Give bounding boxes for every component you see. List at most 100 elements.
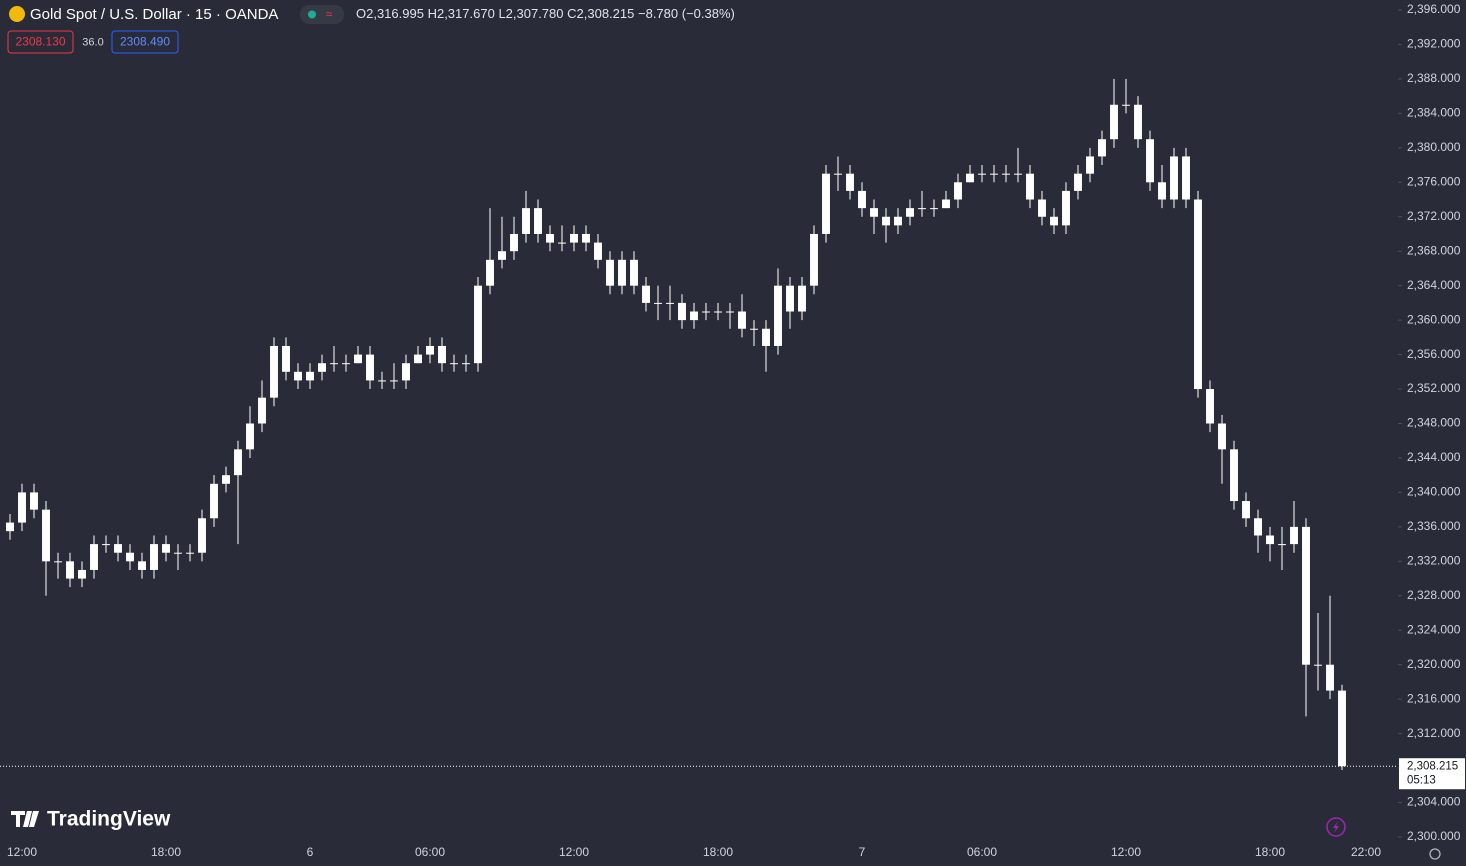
buy-price: 2308.490	[120, 35, 170, 49]
candle-body	[558, 242, 566, 244]
alert-bolt	[1333, 821, 1339, 833]
candle-body	[126, 552, 134, 562]
last-price-label: 2,308.215	[1407, 760, 1458, 772]
candle-body	[390, 380, 398, 382]
overlay: Gold Spot / U.S. Dollar · 15 · OANDA ≈ O…	[7, 5, 1465, 860]
candle-body	[1050, 216, 1058, 226]
candle-body	[414, 354, 422, 364]
candle-body	[198, 518, 206, 553]
y-tick-label: 2,396.000	[1407, 2, 1461, 16]
y-tick-label: 2,356.000	[1407, 347, 1461, 361]
candle-body	[6, 522, 14, 532]
y-tick-label: 2,320.000	[1407, 657, 1461, 671]
candle-body	[894, 216, 902, 226]
candle-body	[570, 233, 578, 243]
candle-body	[30, 492, 38, 510]
candle-body	[474, 285, 482, 364]
candle-body	[918, 208, 926, 210]
open-value: O2,316.995	[356, 6, 424, 21]
candle-body	[246, 423, 254, 450]
y-tick-label: 2,380.000	[1407, 140, 1461, 154]
x-tick-label: 18:00	[703, 845, 733, 859]
candle-body	[1254, 518, 1262, 536]
candle-body	[1314, 664, 1322, 666]
candle-body	[594, 242, 602, 260]
plot-area	[0, 78, 1398, 770]
candle-body	[858, 190, 866, 209]
candle-body	[1242, 501, 1250, 519]
candle-body	[798, 285, 806, 312]
candle-body	[294, 371, 302, 381]
x-tick-label: 22:00	[1351, 845, 1381, 859]
candle-body	[222, 475, 230, 484]
candle-body	[210, 483, 218, 519]
alert-icon[interactable]	[1326, 817, 1346, 837]
candle-body	[186, 552, 194, 554]
x-tick-label: 12:00	[1111, 845, 1141, 859]
candle-body	[666, 302, 674, 304]
candle-body	[1110, 104, 1118, 140]
candle-body	[1194, 199, 1202, 390]
candle-body	[18, 492, 26, 523]
candle-body	[1038, 199, 1046, 217]
x-tick-label: 7	[859, 845, 866, 859]
candle-body	[606, 259, 614, 286]
y-tick-label: 2,328.000	[1407, 588, 1461, 602]
settings-icon[interactable]	[1429, 848, 1441, 860]
candle-body	[546, 233, 554, 243]
y-tick-label: 2,392.000	[1407, 37, 1461, 51]
symbol-icon	[9, 6, 25, 22]
symbol-title: Gold Spot / U.S. Dollar · 15 · OANDA	[30, 6, 278, 23]
candle-body	[258, 397, 266, 424]
candle-body	[1026, 173, 1034, 200]
y-tick-label: 2,332.000	[1407, 554, 1461, 568]
low-value: L2,307.780	[498, 6, 563, 21]
candle-body	[42, 509, 50, 562]
candle-body	[738, 311, 746, 329]
candle-body	[114, 544, 122, 553]
candle-body	[846, 173, 854, 191]
candle-body	[1230, 449, 1238, 502]
candle-body	[270, 345, 278, 398]
candle-body	[378, 380, 386, 382]
y-tick-label: 2,312.000	[1407, 726, 1461, 740]
buy-button[interactable]	[111, 30, 179, 54]
candle-body	[522, 208, 530, 234]
x-tick-label: 12:00	[559, 845, 589, 859]
candle-body	[54, 561, 62, 563]
candle-body	[1182, 156, 1190, 200]
y-tick-label: 2,340.000	[1407, 485, 1461, 499]
y-tick-label: 2,300.000	[1407, 829, 1461, 843]
sell-button[interactable]	[7, 30, 74, 54]
x-tick-label: 18:00	[151, 845, 181, 859]
y-tick-label: 2,324.000	[1407, 622, 1461, 636]
y-tick-label: 2,368.000	[1407, 243, 1461, 257]
candle-body	[990, 173, 998, 175]
change-value: −8.780 (−0.38%)	[638, 6, 735, 21]
x-tick-label: 12:00	[7, 845, 37, 859]
candle-body	[1290, 526, 1298, 545]
candle-body	[1170, 156, 1178, 200]
sell-price: 2308.130	[15, 35, 65, 49]
candle-body	[870, 208, 878, 217]
candle-body	[1014, 173, 1022, 175]
candle-body	[342, 363, 350, 365]
y-tick-label: 2,384.000	[1407, 106, 1461, 120]
candle-body	[942, 199, 950, 209]
candle-body	[618, 259, 626, 286]
candle-body	[1086, 156, 1094, 174]
candle-body	[66, 561, 74, 579]
candle-body	[1146, 139, 1154, 183]
candle-body	[786, 285, 794, 312]
last-price-box	[1399, 758, 1465, 790]
candle-body	[834, 173, 842, 175]
y-tick-label: 2,336.000	[1407, 519, 1461, 533]
candle-body	[318, 363, 326, 372]
candle-body	[1278, 544, 1286, 546]
close-value: C2,308.215	[567, 6, 634, 21]
status-icon: ≈	[326, 7, 333, 21]
y-tick-label: 2,388.000	[1407, 71, 1461, 85]
candle-body	[510, 233, 518, 252]
